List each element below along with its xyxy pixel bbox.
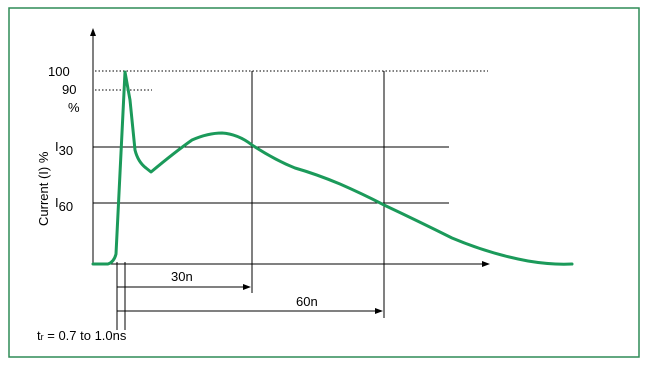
label-i30-sub: 30 — [59, 143, 73, 158]
rise-time-sub: r — [41, 332, 44, 342]
esd-current-curve — [91, 70, 574, 266]
green-frame-border — [8, 7, 640, 358]
label-i60-sub: 60 — [59, 199, 73, 214]
rise-time-label: tr = 0.7 to 1.0ns — [37, 328, 127, 343]
t60-arrowhead — [375, 308, 383, 314]
x-axis-arrow — [482, 261, 490, 267]
label-i30: I30 — [55, 139, 73, 158]
label-100: 100 — [48, 64, 70, 79]
t30-arrowhead — [243, 284, 251, 290]
label-i60: I60 — [55, 195, 73, 214]
label-90: 90 — [62, 82, 76, 97]
label-i30-main: I — [55, 139, 59, 154]
y-axis-arrow — [90, 28, 96, 36]
label-30n: 30n — [171, 269, 193, 284]
y-axis-label: Current (I) % — [36, 151, 51, 226]
rise-time-prefix: t — [37, 328, 41, 343]
rise-time-rest: = 0.7 to 1.0ns — [44, 328, 127, 343]
label-60n: 60n — [296, 294, 318, 309]
label-percent: % — [68, 100, 80, 115]
label-i60-main: I — [55, 195, 59, 210]
